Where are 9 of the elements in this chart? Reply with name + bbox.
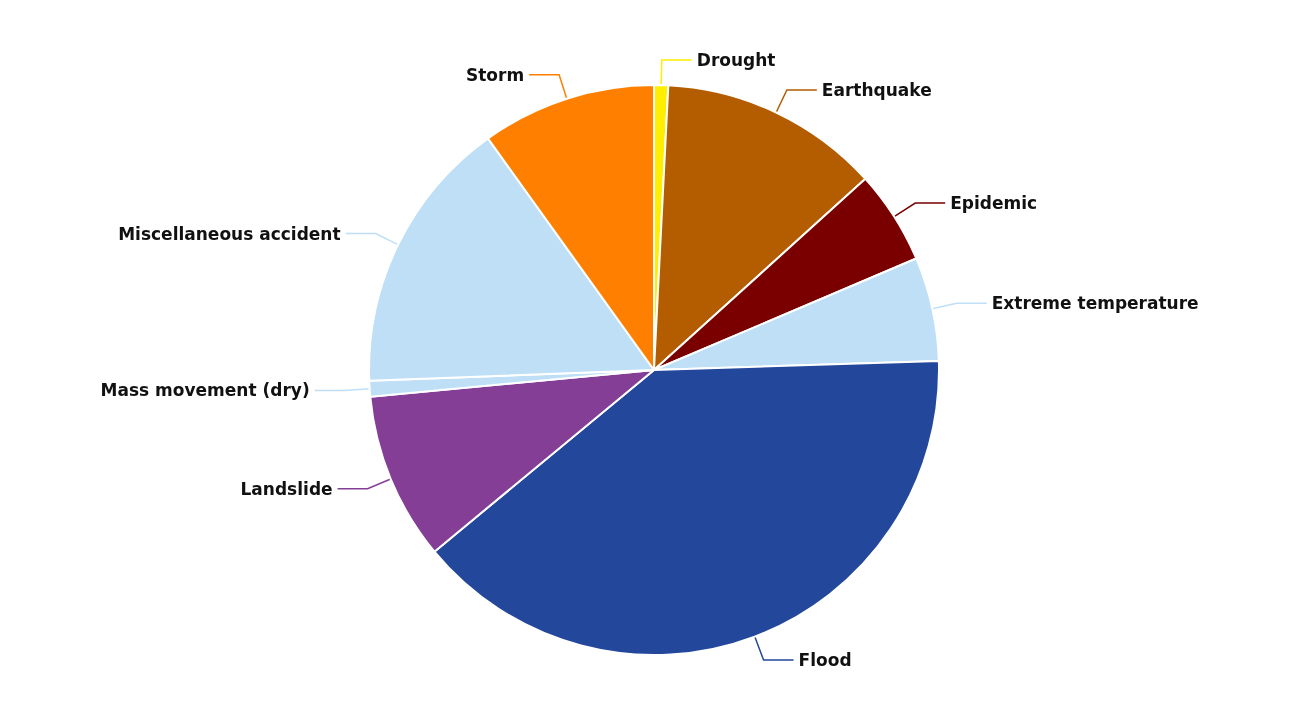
slice-label: Drought [696, 50, 776, 71]
slice-label: Flood [798, 649, 852, 670]
slice-label: Landslide [240, 478, 333, 499]
slice-label: Miscellaneous accident [118, 223, 341, 244]
slice-label: Storm [465, 64, 525, 85]
slice-label: Epidemic [950, 193, 1038, 214]
slice-label: Mass movement (dry) [100, 380, 310, 401]
slice-label: Earthquake [821, 79, 932, 100]
slice-label: Extreme temperature [991, 293, 1199, 314]
